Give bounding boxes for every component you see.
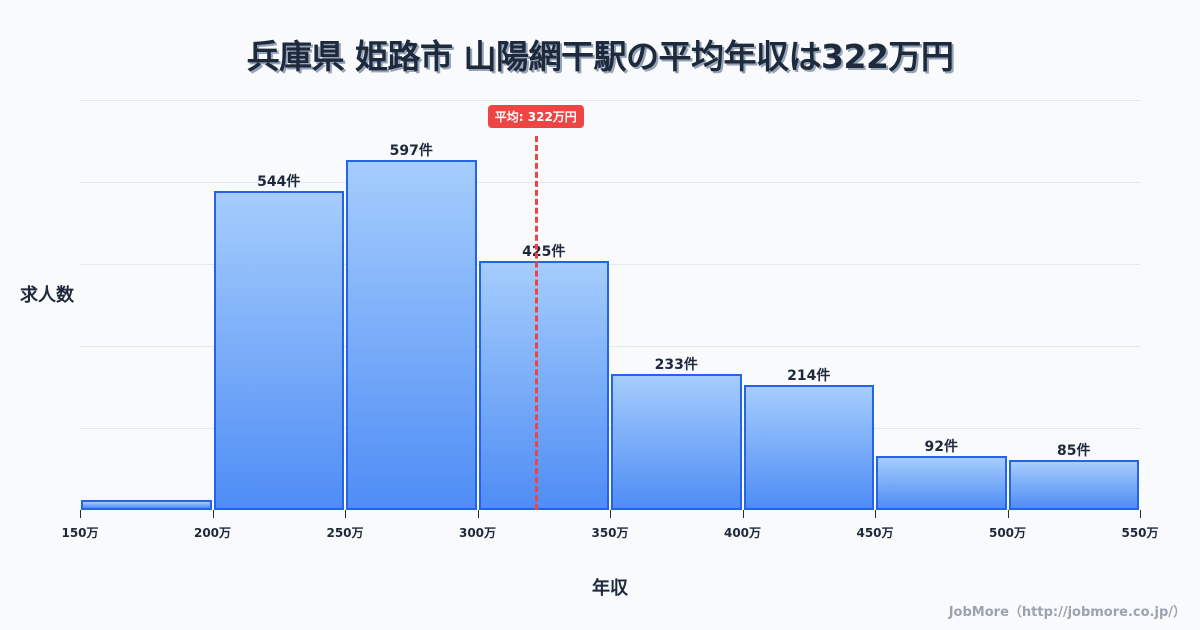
- x-axis-label: 年収: [592, 578, 628, 599]
- bar-value-label: 233件: [654, 356, 698, 373]
- chart-title: 兵庫県 姫路市 山陽網干駅の平均年収は322万円: [246, 37, 954, 76]
- x-tick-label: 550万: [1121, 526, 1159, 540]
- x-tick: [345, 510, 346, 518]
- x-tick-label: 250万: [326, 526, 364, 540]
- x-tick-label: 350万: [591, 526, 629, 540]
- x-tick: [477, 510, 479, 518]
- x-tick-label: 300万: [458, 526, 497, 540]
- bar-value-label: 214件: [787, 367, 831, 384]
- gridline: [80, 182, 1140, 183]
- x-tick: [742, 510, 744, 518]
- gridline: [80, 100, 1140, 101]
- x-axis: 150万 200万 250万 300万 350万 400万 450万 500万 550万: [61, 510, 1159, 540]
- mean-badge: 平均: 322万円: [487, 105, 584, 128]
- x-tick: [80, 510, 81, 518]
- histogram-bar: 544件: [213, 174, 344, 510]
- mean-line: [534, 136, 538, 510]
- x-tick: [1140, 510, 1141, 518]
- bar-value-label: 92件: [924, 439, 958, 456]
- x-tick-label: 200万: [193, 526, 232, 540]
- histogram-bar: [81, 500, 212, 510]
- histogram-bar: 92件: [876, 439, 1007, 510]
- plot-area: 544件 597件 425件 233件 214件 92件 85件 平均: 322万円: [80, 100, 1140, 510]
- histogram-bar: 233件: [611, 357, 742, 510]
- bar-value-label: 597件: [389, 143, 433, 160]
- x-tick: [212, 510, 214, 518]
- x-tick: [1007, 510, 1009, 518]
- gridline: [80, 346, 1140, 347]
- gridline: [80, 264, 1140, 265]
- x-tick-label: 150万: [61, 526, 99, 540]
- x-tick: [610, 510, 611, 518]
- x-tick-label: 400万: [723, 526, 762, 540]
- histogram-bar: 85件: [1008, 443, 1139, 510]
- histogram-bar: 597件: [346, 143, 477, 510]
- bar-value-label: 544件: [257, 174, 301, 191]
- gridline: [80, 428, 1140, 429]
- source-credit: JobMore（http://jobmore.co.jp/）: [948, 605, 1186, 620]
- histogram-bar: 214件: [743, 368, 874, 510]
- y-axis-label: 求人数: [20, 285, 74, 306]
- bar-value-label: 85件: [1057, 443, 1091, 460]
- x-tick: [875, 510, 876, 518]
- bar-value-label: 425件: [522, 244, 566, 261]
- x-tick-label: 450万: [856, 526, 894, 540]
- x-tick-label: 500万: [988, 526, 1027, 540]
- histogram-bar: 425件: [478, 244, 609, 510]
